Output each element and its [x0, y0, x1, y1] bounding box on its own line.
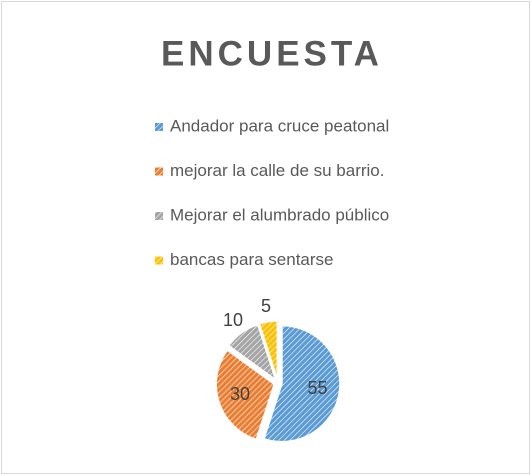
pie-slice	[227, 323, 278, 382]
legend-label: Andador para cruce peatonal	[170, 116, 389, 135]
legend-marker	[155, 167, 163, 176]
legend-label: mejorar la calle de su barrio.	[170, 161, 384, 180]
pie-slice	[215, 349, 276, 441]
data-label: 30	[230, 384, 250, 404]
legend-label: bancas para sentarse	[170, 250, 334, 269]
data-label: 5	[261, 296, 271, 316]
legend-marker	[155, 256, 163, 265]
data-label: 10	[223, 310, 243, 330]
pie-slice	[263, 324, 341, 443]
legend-label: Mejorar el alumbrado público	[170, 205, 389, 224]
chart-title: ENCUESTA	[161, 34, 383, 73]
legend-marker	[155, 212, 163, 220]
data-label: 55	[307, 378, 327, 398]
pie-slice	[258, 320, 279, 380]
legend-marker	[155, 123, 163, 131]
